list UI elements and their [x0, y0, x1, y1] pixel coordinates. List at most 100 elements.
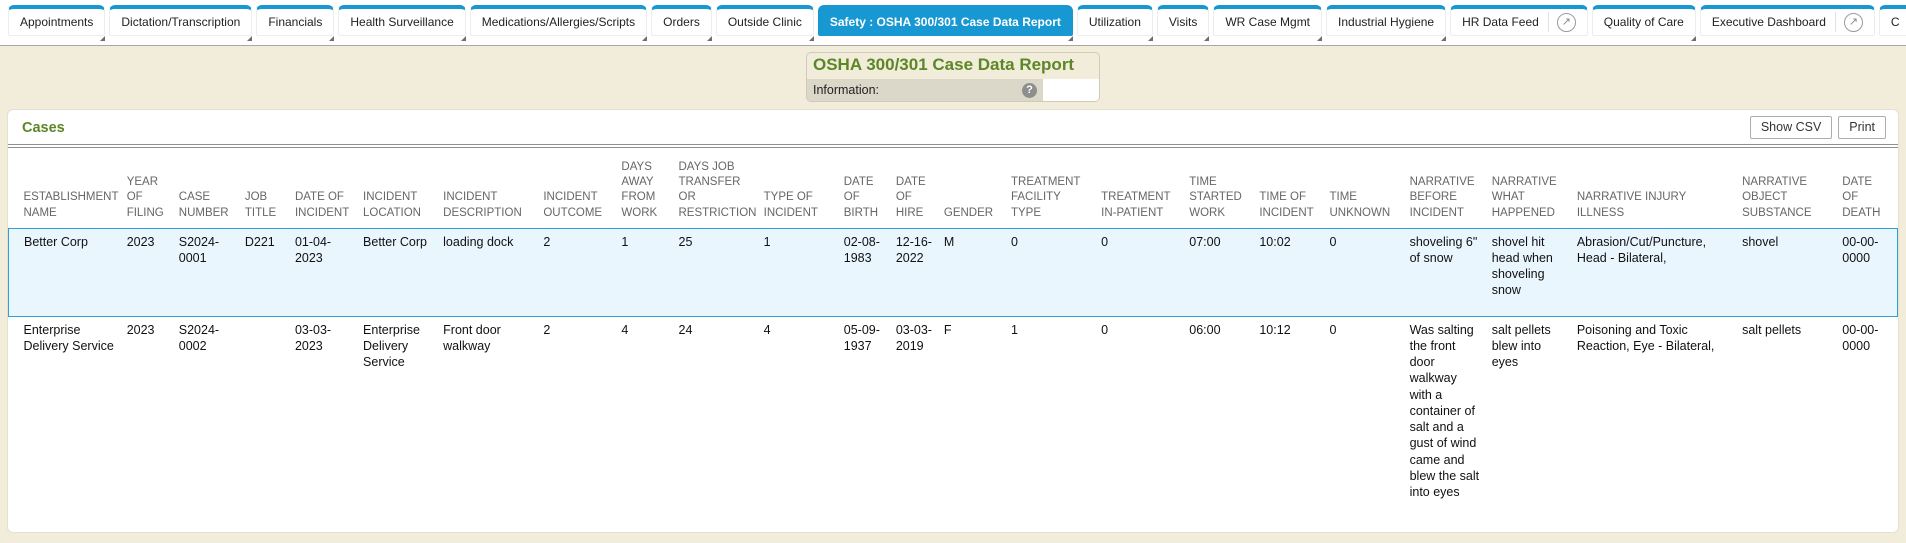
tab-label: Outside Clinic: [727, 15, 802, 29]
tab-dictation-transcription[interactable]: Dictation/Transcription: [109, 5, 253, 41]
table-cell: 2: [543, 322, 551, 337]
table-cell: 0: [1329, 227, 1410, 317]
table-cell: 12-16-2022: [895, 227, 944, 317]
table-cell: 10:12: [1259, 322, 1291, 337]
tab-menu-corner-icon[interactable]: [247, 36, 253, 41]
column-header-gender: GENDER: [943, 206, 994, 219]
tab-label: WR Case Mgmt: [1225, 15, 1311, 29]
column-header-treatment-facility-type: TREATMENT FACILITY TYPE: [1010, 176, 1081, 219]
table-cell: shoveling 6" of snow: [1409, 227, 1492, 317]
tab-menu-corner-icon[interactable]: [100, 36, 106, 41]
print-button[interactable]: Print: [1838, 116, 1886, 139]
information-label: Information:: [813, 83, 880, 97]
tab-label: Safety : OSHA 300/301 Case Data Report: [829, 15, 1061, 29]
tab-label: Executive Dashboard: [1711, 15, 1826, 29]
tab-label: Visits: [1168, 15, 1198, 29]
tab-hr-data-feed[interactable]: HR Data Feed ↗: [1450, 5, 1588, 36]
tab-label: Industrial Hygiene: [1338, 15, 1435, 29]
cases-panel: Cases Show CSV Print ESTABLISHMENT NAME Y…: [7, 109, 1899, 533]
tab-wr-case-mgmt[interactable]: WR Case Mgmt: [1213, 5, 1323, 41]
tab-visits[interactable]: Visits: [1156, 5, 1210, 41]
tab-menu-corner-icon[interactable]: [706, 36, 712, 41]
tab-menu-corner-icon[interactable]: [329, 36, 335, 41]
table-cell: Enterprise Delivery Service: [363, 322, 421, 370]
column-header-case-number: CASE NUMBER: [178, 191, 229, 219]
column-header-narrative-what-happened: NARRATIVE WHAT HAPPENED: [1491, 176, 1557, 219]
open-new-window-icon[interactable]: ↗: [1843, 12, 1863, 32]
table-cell: 0: [1101, 227, 1190, 317]
table-cell: 02-08-1983: [843, 227, 896, 317]
tab-orders[interactable]: Orders: [651, 5, 712, 41]
column-header-narrative-object-substance: NARRATIVE OBJECT SUBSTANCE: [1742, 176, 1812, 219]
table-cell: S2024-0002: [178, 322, 220, 353]
tab-health-surveillance[interactable]: Health Surveillance: [338, 5, 466, 41]
tab-menu-corner-icon[interactable]: [642, 36, 648, 41]
table-cell: Abrasion/Cut/Puncture, Head - Bilateral,: [1576, 227, 1743, 317]
cases-section-title: Cases: [22, 119, 65, 136]
table-cell: shovel hit head when shoveling snow: [1491, 227, 1577, 317]
table-cell: 2023: [126, 322, 155, 337]
help-icon[interactable]: ?: [1022, 82, 1037, 98]
information-bar: Information: ?: [807, 79, 1099, 101]
tab-utilization[interactable]: Utilization: [1076, 5, 1153, 41]
table-cell: 0: [1329, 322, 1337, 337]
column-header-establishment-name: ESTABLISHMENT NAME: [23, 191, 119, 219]
column-header-narrative-injury-illness: NARRATIVE INJURY ILLNESS: [1576, 191, 1687, 219]
tab-label: Medications/Allergies/Scripts: [481, 15, 636, 29]
table-cell: 03-03-2019: [895, 322, 932, 353]
table-cell: 25: [678, 227, 764, 317]
report-title-box: OSHA 300/301 Case Data Report Informatio…: [806, 52, 1100, 102]
table-cell: 1: [1010, 322, 1018, 337]
table-cell: [245, 316, 295, 504]
table-row[interactable]: Enterprise Delivery Service 2023 S2024-000…: [9, 316, 1898, 504]
column-header-narrative-before-incident: NARRATIVE BEFORE INCIDENT: [1409, 176, 1475, 219]
tab-financials[interactable]: Financials: [256, 5, 335, 41]
tab-label: Dictation/Transcription: [121, 15, 241, 29]
tab-appointments[interactable]: Appointments: [8, 5, 106, 41]
table-cell: 1: [621, 227, 679, 317]
tab-executive-dashboard[interactable]: Executive Dashboard ↗: [1699, 5, 1875, 36]
column-header-days-away-from-work: DAYS AWAY FROM WORK: [621, 161, 658, 219]
cases-panel-header: Cases Show CSV Print: [8, 110, 1898, 144]
tab-label: Appointments: [20, 15, 94, 29]
open-new-window-icon[interactable]: ↗: [1556, 12, 1576, 32]
table-cell: S2024-0001: [178, 227, 245, 317]
column-header-incident-outcome: INCIDENT OUTCOME: [543, 191, 603, 219]
tab-menu-corner-icon[interactable]: [1204, 36, 1210, 41]
tab-menu-corner-icon[interactable]: [460, 36, 466, 41]
table-row[interactable]: Better Corp 2023 S2024-0001 D221 01-04-2023 B…: [8, 227, 1898, 317]
tab-medications-allergies-scripts[interactable]: Medications/Allergies/Scripts: [469, 5, 648, 41]
tab-label: Utilization: [1088, 15, 1141, 29]
table-cell: salt pellets: [1742, 322, 1802, 337]
column-header-incident-description: INCIDENT DESCRIPTION: [443, 191, 522, 219]
tab-menu-corner-icon[interactable]: [808, 36, 814, 41]
tab-menu-corner-icon[interactable]: [1441, 36, 1447, 41]
table-cell: M: [943, 227, 1011, 317]
tab-industrial-hygiene[interactable]: Industrial Hygiene: [1326, 5, 1447, 41]
tab-safety-osha-300-301-case-data-report[interactable]: Safety : OSHA 300/301 Case Data Report: [817, 5, 1073, 41]
table-cell: shovel: [1742, 227, 1843, 317]
table-cell: 0: [1010, 227, 1102, 317]
column-header-date-of-incident: DATE OF INCIDENT: [294, 191, 350, 219]
table-cell: 00-00-0000: [1842, 322, 1879, 353]
tab-divider: [1834, 12, 1836, 32]
tab-menu-corner-icon[interactable]: [1067, 36, 1073, 41]
table-cell: 05-09-1937: [843, 322, 880, 353]
tab-c[interactable]: C: [1878, 5, 1906, 36]
show-csv-button[interactable]: Show CSV: [1749, 116, 1833, 139]
section-divider: [8, 144, 1898, 148]
column-header-treatment-in-patient: TREATMENT IN-PATIENT: [1101, 191, 1171, 219]
tab-outside-clinic[interactable]: Outside Clinic: [715, 5, 814, 41]
table-cell: 07:00: [1189, 227, 1260, 317]
tab-label: Health Surveillance: [350, 15, 454, 29]
table-cell: 06:00: [1189, 322, 1221, 337]
tab-quality-of-care[interactable]: Quality of Care: [1591, 5, 1696, 41]
tab-menu-corner-icon[interactable]: [1317, 36, 1323, 41]
column-header-job-title: JOB TITLE: [244, 191, 277, 219]
tab-menu-corner-icon[interactable]: [1147, 36, 1153, 41]
column-header-days-job-transfer-or-restriction: DAYS JOB TRANSFER OR RESTRICTION: [678, 161, 757, 219]
table-cell: Was salting the front door walkway with …: [1409, 322, 1480, 500]
table-cell: 4: [763, 322, 771, 337]
table-cell: Poisoning and Toxic Reaction, Eye - Bila…: [1576, 322, 1715, 353]
tab-menu-corner-icon[interactable]: [1690, 36, 1696, 41]
